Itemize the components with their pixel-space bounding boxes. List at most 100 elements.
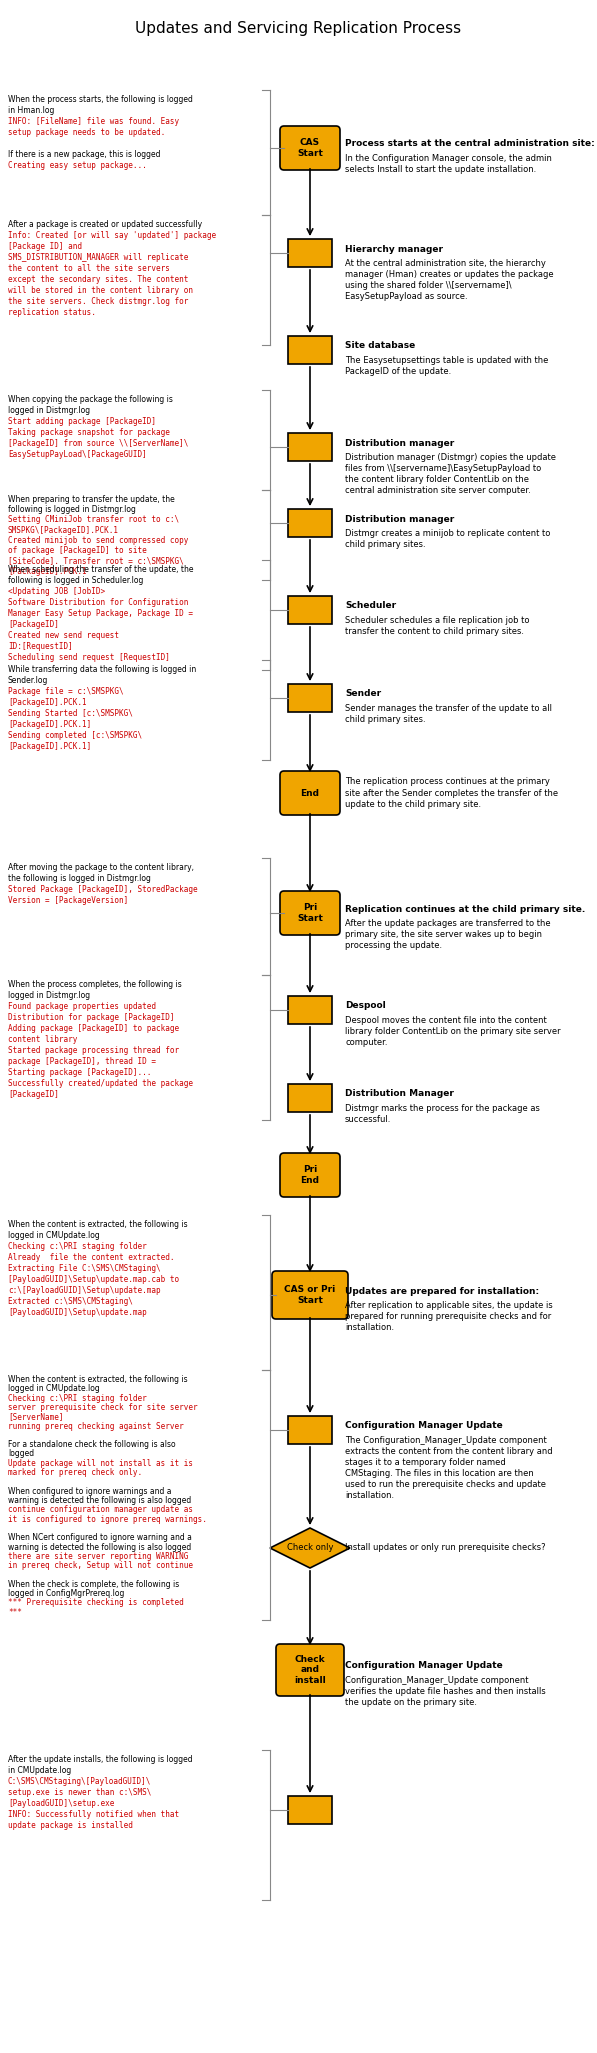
Bar — [288, 996, 332, 1024]
Text: update package is installed: update package is installed — [8, 1821, 133, 1829]
Text: Setting CMiniJob transfer root to c:\: Setting CMiniJob transfer root to c:\ — [8, 515, 179, 524]
Text: INFO: [FileName] file was found. Easy: INFO: [FileName] file was found. Easy — [8, 117, 179, 125]
Text: it is configured to ignore prereq warnings.: it is configured to ignore prereq warnin… — [8, 1515, 207, 1523]
Text: [ServerName]: [ServerName] — [8, 1412, 63, 1421]
Text: Configuration Manager Update: Configuration Manager Update — [345, 1661, 503, 1671]
Text: except the secondary sites. The content: except the secondary sites. The content — [8, 275, 189, 283]
Text: For a standalone check the following is also: For a standalone check the following is … — [8, 1439, 176, 1449]
Text: logged in CMUpdate.log: logged in CMUpdate.log — [8, 1384, 100, 1394]
Text: Install updates or only run prerequisite checks?: Install updates or only run prerequisite… — [345, 1544, 546, 1552]
Text: [PackageID]: [PackageID] — [8, 1090, 59, 1098]
Text: in Hman.log: in Hman.log — [8, 107, 54, 115]
Text: replication status.: replication status. — [8, 308, 96, 316]
Text: CAS
Start: CAS Start — [297, 138, 323, 158]
Text: Already  file the content extracted.: Already file the content extracted. — [8, 1252, 174, 1263]
Text: [PackageID].PCK.1: [PackageID].PCK.1 — [8, 567, 87, 575]
Text: Distribution manager: Distribution manager — [345, 439, 454, 448]
Text: When NCert configured to ignore warning and a: When NCert configured to ignore warning … — [8, 1534, 192, 1542]
Text: Package file = c:\SMSPKG\: Package file = c:\SMSPKG\ — [8, 688, 124, 696]
Text: Distribution manager (Distmgr) copies the update
files from \\[servername]\EasyS: Distribution manager (Distmgr) copies th… — [345, 454, 556, 495]
Text: ID:[RequestID]: ID:[RequestID] — [8, 643, 73, 651]
Text: marked for prereq check only.: marked for prereq check only. — [8, 1468, 142, 1476]
Text: Creating easy setup package...: Creating easy setup package... — [8, 160, 147, 170]
Text: Distribution Manager: Distribution Manager — [345, 1090, 454, 1098]
Text: [PayloadGUID]\Setup\update.map: [PayloadGUID]\Setup\update.map — [8, 1308, 147, 1318]
Bar — [288, 509, 332, 538]
Text: When the content is extracted, the following is: When the content is extracted, the follo… — [8, 1219, 187, 1230]
Text: [PackageID].PCK.1]: [PackageID].PCK.1] — [8, 741, 91, 751]
Text: When the process completes, the following is: When the process completes, the followin… — [8, 979, 181, 990]
Bar — [288, 684, 332, 712]
Polygon shape — [270, 1527, 350, 1568]
Text: When configured to ignore warnings and a: When configured to ignore warnings and a — [8, 1486, 171, 1497]
Text: After a package is created or updated successfully: After a package is created or updated su… — [8, 220, 202, 230]
Text: In the Configuration Manager console, the admin
selects Install to start the upd: In the Configuration Manager console, th… — [345, 154, 552, 175]
Text: Found package properties updated: Found package properties updated — [8, 1002, 156, 1010]
Text: Sender.log: Sender.log — [8, 675, 48, 686]
Text: Checking c:\PRI staging folder: Checking c:\PRI staging folder — [8, 1394, 147, 1402]
FancyBboxPatch shape — [272, 1271, 348, 1318]
Text: Pri
End: Pri End — [300, 1166, 319, 1185]
Bar — [288, 1084, 332, 1113]
Text: SMSPKG\[PackageID].PCK.1: SMSPKG\[PackageID].PCK.1 — [8, 526, 119, 534]
Text: If there is a new package, this is logged: If there is a new package, this is logge… — [8, 150, 161, 158]
Text: content library: content library — [8, 1035, 78, 1045]
Text: Check only: Check only — [287, 1544, 333, 1552]
Text: logged in Distmgr.log: logged in Distmgr.log — [8, 406, 90, 415]
Bar — [288, 1417, 332, 1443]
Text: running prereq checking against Server: running prereq checking against Server — [8, 1421, 184, 1431]
Text: [SiteCode]. Transfer root = c:\SMSPKG\: [SiteCode]. Transfer root = c:\SMSPKG\ — [8, 556, 184, 565]
Text: When the process starts, the following is logged: When the process starts, the following i… — [8, 94, 193, 105]
Text: When preparing to transfer the update, the: When preparing to transfer the update, t… — [8, 495, 175, 503]
Text: the content to all the site servers: the content to all the site servers — [8, 265, 170, 273]
Text: Starting package [PackageID]...: Starting package [PackageID]... — [8, 1068, 152, 1078]
Text: CAS or Pri
Start: CAS or Pri Start — [284, 1285, 336, 1306]
Text: Despool: Despool — [345, 1002, 386, 1010]
Text: When copying the package the following is: When copying the package the following i… — [8, 394, 173, 404]
Text: C:\SMS\CMStaging\[PayloadGUID]\: C:\SMS\CMStaging\[PayloadGUID]\ — [8, 1778, 152, 1786]
Text: in CMUpdate.log: in CMUpdate.log — [8, 1766, 71, 1776]
Text: Software Distribution for Configuration: Software Distribution for Configuration — [8, 597, 189, 608]
Text: [PackageID]: [PackageID] — [8, 620, 59, 628]
Text: <Updating JOB [JobID>: <Updating JOB [JobID> — [8, 587, 105, 595]
Text: Scheduler schedules a file replication job to
transfer the content to child prim: Scheduler schedules a file replication j… — [345, 616, 530, 636]
Text: logged in ConfigMgrPrereq.log: logged in ConfigMgrPrereq.log — [8, 1589, 124, 1597]
Text: there are site server reporting WARNING: there are site server reporting WARNING — [8, 1552, 189, 1560]
Text: [PackageID].PCK.1]: [PackageID].PCK.1] — [8, 721, 91, 729]
Text: After the update packages are transferred to the
primary site, the site server w: After the update packages are transferre… — [345, 920, 550, 951]
Text: Created minijob to send compressed copy: Created minijob to send compressed copy — [8, 536, 189, 544]
Text: *** Prerequisite checking is completed: *** Prerequisite checking is completed — [8, 1599, 184, 1607]
Text: While transferring data the following is logged in: While transferring data the following is… — [8, 665, 196, 673]
Text: Distribution for package [PackageID]: Distribution for package [PackageID] — [8, 1012, 174, 1022]
Text: Started package processing thread for: Started package processing thread for — [8, 1045, 179, 1055]
Text: At the central administration site, the hierarchy
manager (Hman) creates or upda: At the central administration site, the … — [345, 259, 553, 302]
Text: Info: Created [or will say 'updated'] package: Info: Created [or will say 'updated'] pa… — [8, 232, 216, 240]
Text: INFO: Successfully notified when that: INFO: Successfully notified when that — [8, 1811, 179, 1819]
Text: following is logged in Distmgr.log: following is logged in Distmgr.log — [8, 505, 136, 513]
Text: [PayloadGUID]\setup.exe: [PayloadGUID]\setup.exe — [8, 1798, 115, 1809]
Text: continue configuration manager update as: continue configuration manager update as — [8, 1505, 193, 1515]
Text: Update package will not install as it is: Update package will not install as it is — [8, 1460, 193, 1468]
Text: Extracting File C:\SMS\CMStaging\: Extracting File C:\SMS\CMStaging\ — [8, 1265, 161, 1273]
Text: following is logged in Scheduler.log: following is logged in Scheduler.log — [8, 577, 143, 585]
FancyBboxPatch shape — [280, 891, 340, 934]
Text: logged in Distmgr.log: logged in Distmgr.log — [8, 992, 90, 1000]
Text: When the check is complete, the following is: When the check is complete, the followin… — [8, 1579, 179, 1589]
Text: warning is detected the following is also logged: warning is detected the following is als… — [8, 1542, 191, 1552]
Text: will be stored in the content library on: will be stored in the content library on — [8, 285, 193, 296]
Text: Sender manages the transfer of the update to all
child primary sites.: Sender manages the transfer of the updat… — [345, 704, 552, 725]
Bar — [288, 595, 332, 624]
Text: Updates and Servicing Replication Process: Updates and Servicing Replication Proces… — [136, 21, 461, 35]
Text: [Package ID] and: [Package ID] and — [8, 242, 82, 250]
FancyBboxPatch shape — [280, 125, 340, 170]
Text: Created new send request: Created new send request — [8, 630, 119, 641]
Text: Taking package snapshot for package: Taking package snapshot for package — [8, 427, 170, 437]
Text: c:\[PayloadGUID]\Setup\update.map: c:\[PayloadGUID]\Setup\update.map — [8, 1285, 161, 1295]
Text: When scheduling the transfer of the update, the: When scheduling the transfer of the upda… — [8, 565, 193, 575]
Text: [PackageID].PCK.1: [PackageID].PCK.1 — [8, 698, 87, 706]
Text: Check
and
install: Check and install — [294, 1655, 326, 1686]
Text: Sending Started [c:\SMSPKG\: Sending Started [c:\SMSPKG\ — [8, 708, 133, 719]
Text: Version = [PackageVersion]: Version = [PackageVersion] — [8, 895, 128, 905]
Text: Start adding package [PackageID]: Start adding package [PackageID] — [8, 417, 156, 427]
Text: the following is logged in Distmgr.log: the following is logged in Distmgr.log — [8, 875, 151, 883]
